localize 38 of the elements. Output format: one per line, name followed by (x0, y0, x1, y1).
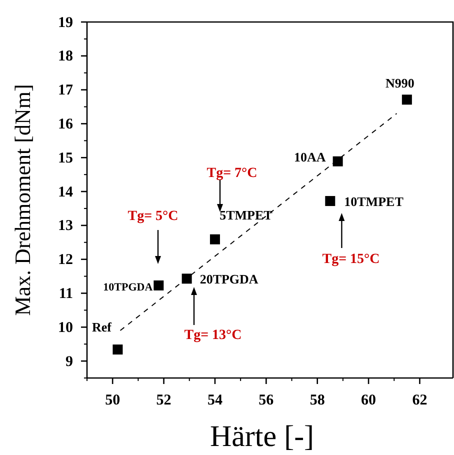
annotation: 5TMPET (220, 207, 273, 222)
x-tick-label: 50 (105, 392, 120, 409)
annotation: Tg= 15°C (322, 252, 380, 267)
x-tick-label: 54 (207, 392, 223, 409)
annotation: 20TPGDA (200, 272, 259, 287)
annotation: N990 (385, 76, 414, 91)
x-tick-label: 56 (258, 392, 274, 409)
y-tick-label: 13 (58, 218, 73, 234)
x-axis-title: Härte [-] (210, 420, 314, 453)
y-tick-label: 14 (58, 184, 74, 200)
annotation: Tg= 7°C (206, 166, 258, 181)
annotation: 10TPGDA (103, 281, 153, 294)
annotation: 10TMPET (344, 194, 404, 210)
point (325, 196, 336, 206)
annotation: Ref (92, 320, 112, 335)
y-tick-label: 10 (58, 320, 73, 336)
x-tick-label: 52 (156, 392, 172, 409)
annotation: Tg= 13°C (184, 328, 242, 343)
x-tick-label: 62 (412, 392, 428, 409)
point (332, 156, 343, 166)
y-tick-label: 12 (58, 252, 73, 268)
y-axis-title: Max. Drehmoment [dNm] (10, 84, 35, 316)
y-tick-label: 15 (58, 150, 73, 166)
annotation: Tg= 5°C (128, 209, 178, 224)
x-tick-label: 58 (310, 392, 325, 409)
point (112, 344, 123, 355)
y-tick-label: 9 (66, 354, 73, 370)
point (154, 280, 164, 290)
y-tick-label: 16 (58, 116, 74, 133)
point (182, 274, 192, 284)
x-tick-label: 60 (361, 392, 376, 409)
annotation: 10AA (294, 149, 326, 164)
point (402, 94, 412, 105)
point (210, 234, 220, 244)
y-tick-label: 11 (58, 286, 73, 302)
y-tick-label: 17 (58, 82, 74, 99)
y-tick-label: 18 (58, 48, 73, 65)
y-tick-label: 19 (58, 14, 73, 31)
